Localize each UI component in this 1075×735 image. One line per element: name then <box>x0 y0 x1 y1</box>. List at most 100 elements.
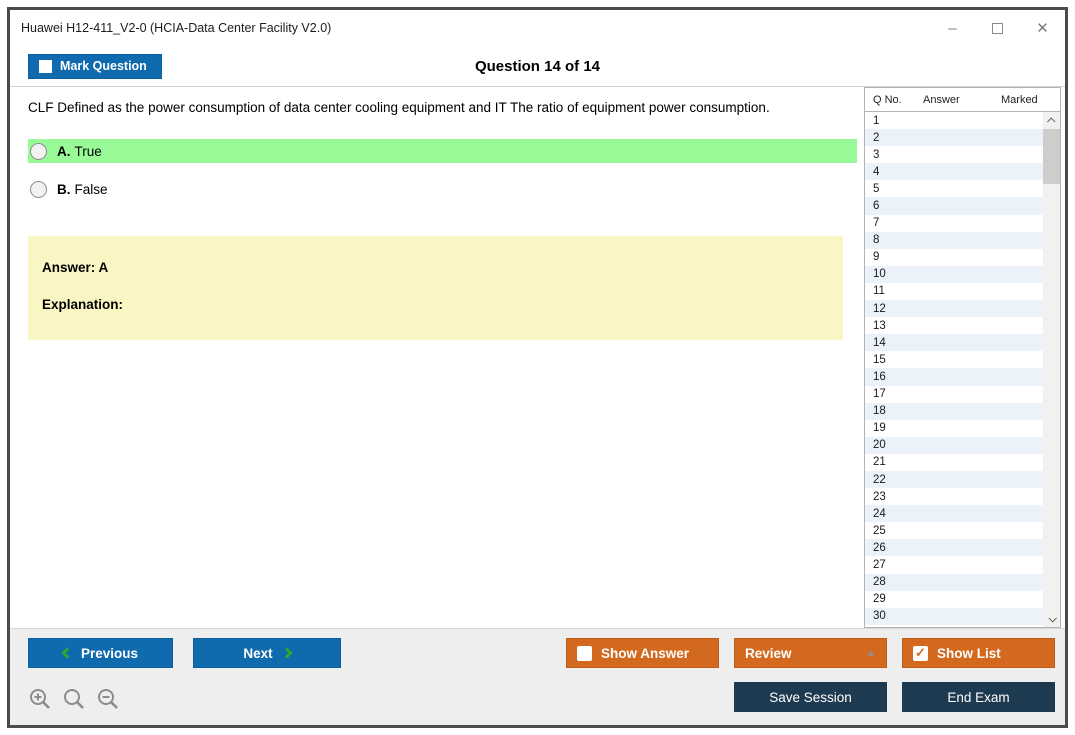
question-list-row[interactable]: 23 <box>865 488 1043 505</box>
question-list-row[interactable]: 22 <box>865 470 1043 489</box>
chevron-right-icon <box>280 647 293 659</box>
qrow-no: 26 <box>873 541 886 554</box>
option-text: True <box>74 143 102 159</box>
question-list-wrap: 1 2 3 4 5 6 7 8 9 10 11 12 13 14 15 16 17 18 19 20 21 22 23 24 2… <box>865 112 1060 627</box>
show-list-checkbox[interactable]: ✓ <box>913 645 928 661</box>
show-answer-button[interactable]: Show Answer <box>566 638 719 668</box>
question-list-row[interactable]: 27 <box>865 556 1043 573</box>
qrow-no: 6 <box>873 200 880 213</box>
save-session-label: Save Session <box>769 689 852 705</box>
question-list-row[interactable]: 9 <box>865 249 1043 266</box>
end-exam-button[interactable]: End Exam <box>902 682 1055 712</box>
title-bar: Huawei H12-411_V2-0 (HCIA-Data Center Fa… <box>10 10 1065 46</box>
footer-row-1: Previous Next Show Answer Review ▲ ✓ Sho… <box>28 638 1055 668</box>
qrow-no: 29 <box>873 593 886 606</box>
question-list-row[interactable]: 7 <box>865 215 1043 232</box>
qrow-no: 1 <box>873 114 880 127</box>
chevron-left-icon <box>61 647 73 659</box>
qrow-no: 14 <box>873 336 886 349</box>
qrow-no: 20 <box>873 439 886 452</box>
qrow-no: 9 <box>873 251 880 264</box>
footer-right-group: Show Answer Review ▲ ✓ Show List <box>566 638 1055 668</box>
question-list-row[interactable]: 4 <box>865 163 1043 181</box>
question-list-row[interactable]: 26 <box>865 539 1043 557</box>
option-row-b[interactable]: B. False <box>28 177 857 201</box>
question-list-row[interactable]: 15 <box>865 351 1043 368</box>
mark-question-button[interactable]: Mark Question <box>28 53 162 79</box>
option-letter: B. <box>57 181 71 197</box>
qrow-no: 3 <box>873 148 880 161</box>
next-label: Next <box>243 645 273 661</box>
question-list-row[interactable]: 19 <box>865 420 1043 437</box>
zoom-out-icon[interactable] <box>96 687 120 711</box>
question-list-row[interactable]: 28 <box>865 573 1043 591</box>
question-list-row[interactable]: 14 <box>865 334 1043 352</box>
qrow-no: 27 <box>873 558 886 571</box>
question-list-row[interactable]: 3 <box>865 146 1043 163</box>
qrow-no: 11 <box>873 285 885 298</box>
question-list-header: Q No. Answer Marked <box>865 88 1060 112</box>
question-list-row[interactable]: 1 <box>865 112 1043 129</box>
question-list-row[interactable]: 30 <box>865 607 1043 625</box>
question-list-row[interactable]: 10 <box>865 265 1043 283</box>
maximize-icon[interactable] <box>975 10 1020 46</box>
minimize-icon[interactable]: – <box>948 19 957 37</box>
save-session-button[interactable]: Save Session <box>734 682 887 712</box>
question-list-row[interactable]: 2 <box>865 129 1043 147</box>
previous-button[interactable]: Previous <box>28 638 173 668</box>
question-list-row[interactable]: 20 <box>865 436 1043 454</box>
scroll-down-icon[interactable] <box>1043 610 1060 627</box>
question-list-row[interactable]: 17 <box>865 386 1043 403</box>
question-list-scrollbar[interactable] <box>1043 112 1060 627</box>
column-marked: Marked <box>1001 93 1038 106</box>
question-text: CLF Defined as the power consumption of … <box>28 100 770 115</box>
question-list-row[interactable]: 6 <box>865 197 1043 215</box>
question-list-row[interactable]: 8 <box>865 231 1043 249</box>
end-exam-label: End Exam <box>947 689 1010 705</box>
option-letter: A. <box>57 143 71 159</box>
answer-explanation-box: Answer: A Explanation: <box>28 236 843 340</box>
qrow-no: 23 <box>873 490 886 503</box>
zoom-in-icon[interactable] <box>28 687 52 711</box>
question-counter: Question 14 of 14 <box>474 57 601 75</box>
qrow-no: 16 <box>873 370 886 383</box>
scrollbar-thumb[interactable] <box>1043 129 1060 184</box>
question-list-row[interactable]: 25 <box>865 522 1043 539</box>
content-area: CLF Defined as the power consumption of … <box>10 87 1065 628</box>
option-row-a[interactable]: A. True <box>28 139 857 163</box>
question-list-row[interactable]: 12 <box>865 300 1043 318</box>
close-icon[interactable]: ✕ <box>1036 20 1049 37</box>
question-list-row[interactable]: 11 <box>865 283 1043 300</box>
question-list-row[interactable]: 5 <box>865 180 1043 197</box>
qrow-no: 7 <box>873 217 880 230</box>
zoom-reset-icon[interactable] <box>62 687 86 711</box>
mark-question-checkbox[interactable] <box>39 59 52 73</box>
qrow-no: 4 <box>873 165 880 178</box>
review-button[interactable]: Review ▲ <box>734 638 887 668</box>
show-answer-checkbox[interactable] <box>577 645 592 661</box>
qrow-no: 19 <box>873 422 886 435</box>
scroll-up-icon[interactable] <box>1043 112 1060 129</box>
next-button[interactable]: Next <box>193 638 341 668</box>
question-list-row[interactable]: 24 <box>865 505 1043 523</box>
question-list-row[interactable]: 18 <box>865 402 1043 420</box>
window-title: Huawei H12-411_V2-0 (HCIA-Data Center Fa… <box>21 21 332 35</box>
question-panel: CLF Defined as the power consumption of … <box>10 87 864 628</box>
radio-button-b[interactable] <box>30 180 47 198</box>
options-list: A. True B. False <box>28 139 864 201</box>
question-list-row[interactable]: 16 <box>865 368 1043 386</box>
qrow-no: 24 <box>873 507 886 520</box>
show-list-button[interactable]: ✓ Show List <box>902 638 1055 668</box>
footer-bar: Previous Next Show Answer Review ▲ ✓ Sho… <box>10 628 1065 725</box>
qrow-no: 17 <box>873 388 886 401</box>
question-list-row[interactable]: 21 <box>865 454 1043 471</box>
question-list-row[interactable]: 13 <box>865 317 1043 334</box>
radio-button-a[interactable] <box>30 142 47 160</box>
qrow-no: 12 <box>873 302 886 315</box>
window-controls: – ✕ <box>930 10 1065 46</box>
option-text: False <box>74 181 108 197</box>
question-list-row[interactable]: 29 <box>865 591 1043 608</box>
review-label: Review <box>745 645 792 661</box>
explanation-label: Explanation: <box>42 297 124 312</box>
qrow-no: 5 <box>873 182 880 195</box>
